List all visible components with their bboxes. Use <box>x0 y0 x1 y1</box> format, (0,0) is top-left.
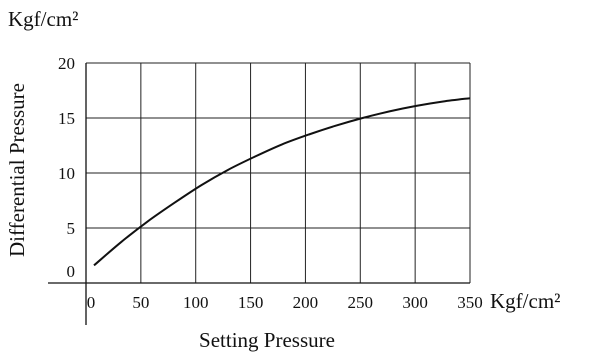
x-tick-labels: 0 50 100 150 200 250 300 350 <box>87 293 483 312</box>
x-tick-label: 200 <box>293 293 319 312</box>
y-unit-label: Kgf/cm² <box>8 7 78 31</box>
y-tick-label: 10 <box>58 164 75 183</box>
x-tick-label: 100 <box>183 293 209 312</box>
y-tick-label: 5 <box>67 219 76 238</box>
x-tick-label: 250 <box>348 293 374 312</box>
x-axis-title: Setting Pressure <box>199 328 335 352</box>
y-tick-label: 15 <box>58 109 75 128</box>
y-tick-label: 20 <box>58 54 75 73</box>
y-tick-labels: 0 5 10 15 20 <box>58 54 75 281</box>
y-tick-label: 0 <box>67 262 76 281</box>
x-unit-label: Kgf/cm² <box>490 289 560 313</box>
series-line <box>93 97 471 267</box>
x-tick-label: 300 <box>402 293 428 312</box>
series-layer <box>93 97 471 267</box>
y-axis-title: Differential Pressure <box>5 83 29 257</box>
x-tick-label: 150 <box>238 293 264 312</box>
x-tick-label: 50 <box>132 293 149 312</box>
x-tick-label: 0 <box>87 293 96 312</box>
grid-lines <box>48 62 471 325</box>
x-tick-label: 350 <box>457 293 483 312</box>
